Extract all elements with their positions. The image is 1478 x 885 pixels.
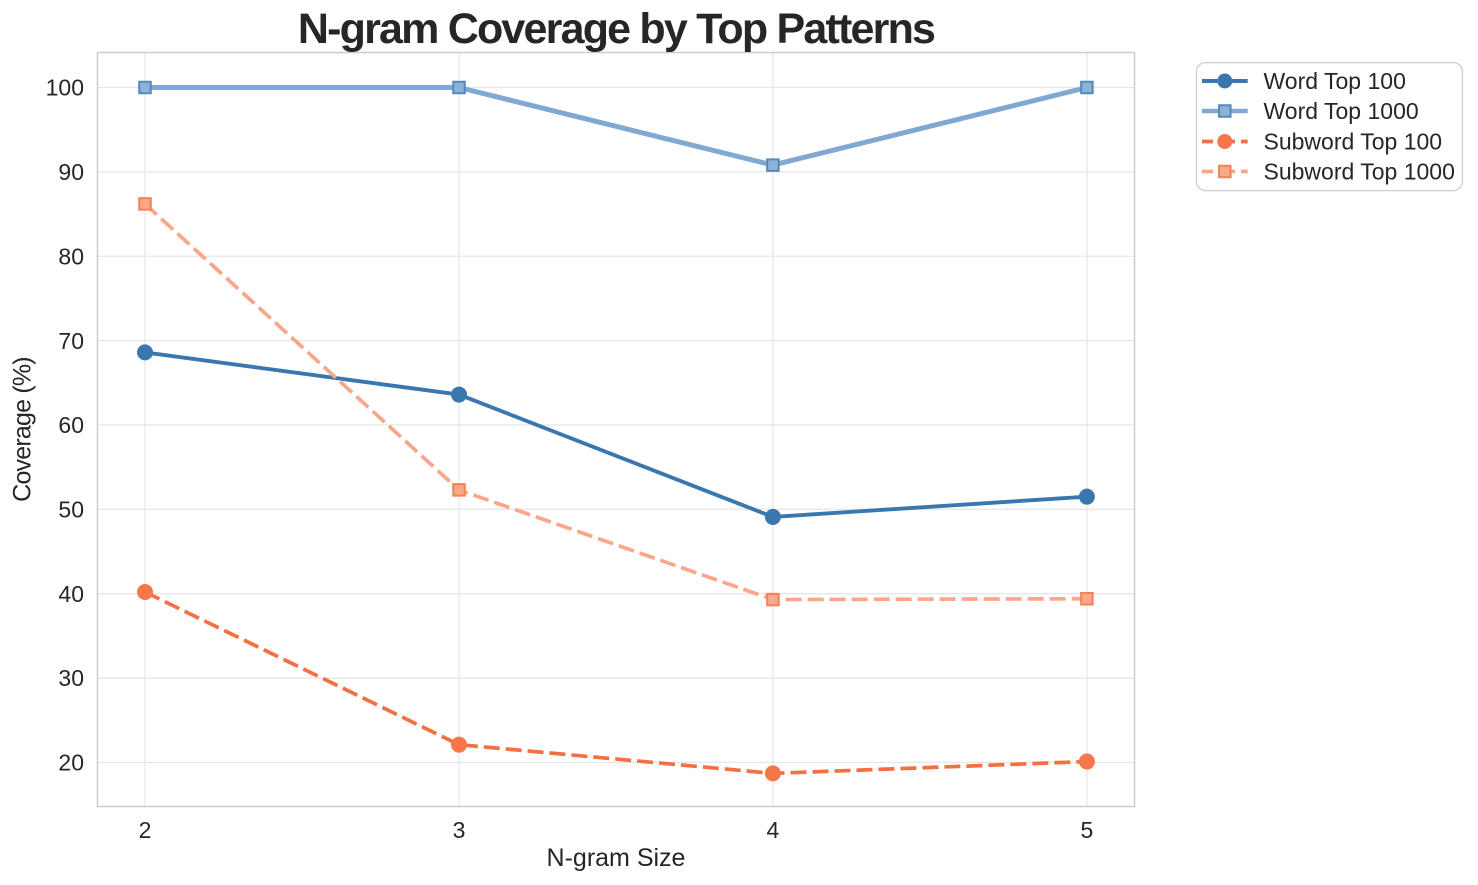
svg-text:80: 80: [58, 243, 84, 269]
svg-text:Subword Top 100: Subword Top 100: [1264, 129, 1443, 155]
svg-text:30: 30: [58, 665, 84, 691]
svg-text:N-gram Size: N-gram Size: [547, 844, 686, 872]
svg-text:5: 5: [1081, 817, 1094, 843]
svg-text:100: 100: [46, 75, 84, 101]
svg-text:90: 90: [58, 159, 84, 185]
svg-text:70: 70: [58, 328, 84, 354]
svg-text:Subword Top 1000: Subword Top 1000: [1264, 159, 1455, 185]
svg-text:Coverage (%): Coverage (%): [9, 357, 37, 502]
svg-text:4: 4: [767, 817, 780, 843]
svg-text:3: 3: [453, 817, 466, 843]
svg-text:N-gram Coverage by Top Pattern: N-gram Coverage by Top Patterns: [298, 5, 935, 53]
svg-text:50: 50: [58, 497, 84, 523]
svg-text:Word Top 100: Word Top 100: [1264, 68, 1406, 94]
svg-text:60: 60: [58, 412, 84, 438]
svg-text:40: 40: [58, 581, 84, 607]
svg-text:2: 2: [139, 817, 152, 843]
svg-text:20: 20: [58, 750, 84, 776]
svg-text:Word Top 1000: Word Top 1000: [1264, 98, 1419, 124]
